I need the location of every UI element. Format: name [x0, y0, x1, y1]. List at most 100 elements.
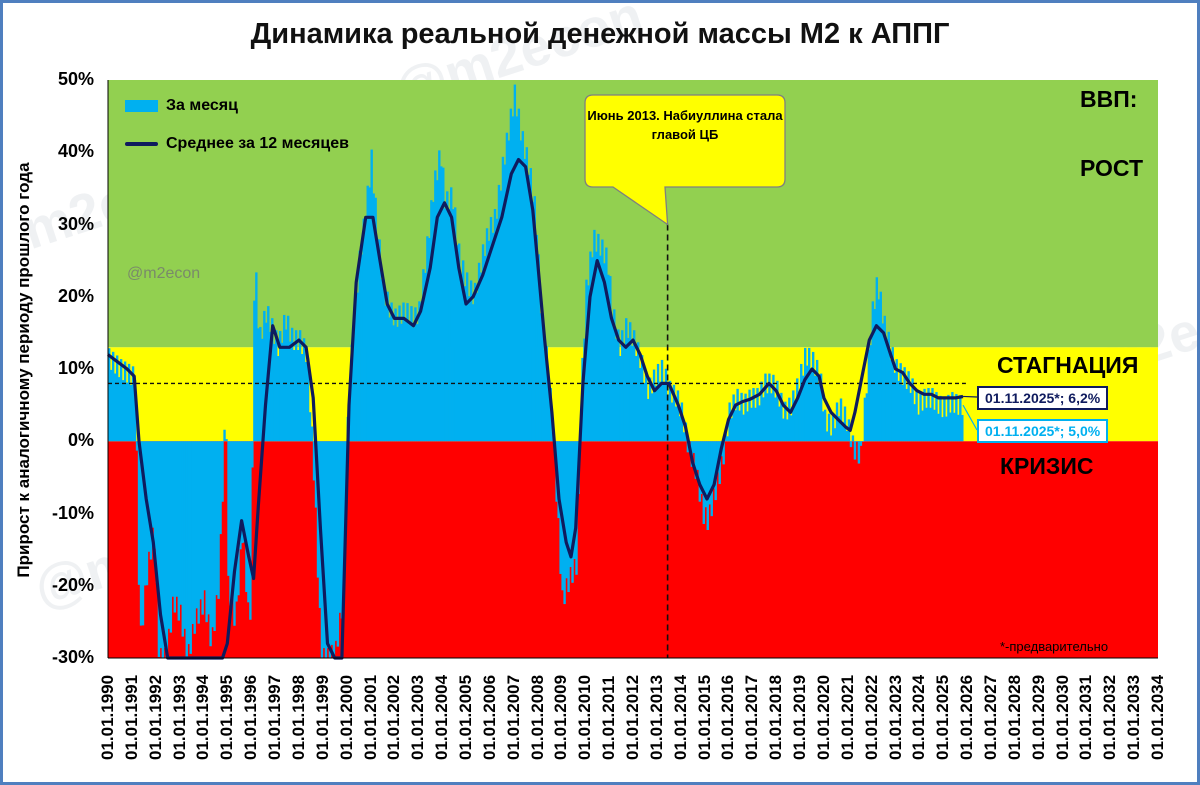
bar [227, 441, 230, 576]
bar [259, 326, 262, 442]
bar [108, 348, 111, 442]
bar [332, 441, 336, 658]
y-tick-label: 20% [57, 285, 94, 306]
bar [432, 201, 435, 442]
bar [481, 244, 485, 442]
bar [949, 412, 952, 442]
bar [726, 436, 729, 442]
bar [277, 356, 280, 442]
bar [865, 393, 869, 442]
bar [485, 228, 489, 442]
bar [507, 140, 511, 442]
bar [782, 418, 785, 442]
x-tick-label: 01.01.2026 [957, 674, 977, 760]
x-tick-label: 01.01.2032 [1100, 674, 1120, 760]
bar [633, 330, 636, 442]
bar [742, 414, 745, 442]
bar [155, 441, 159, 584]
bar [467, 296, 471, 442]
bar [567, 441, 570, 593]
bar [869, 345, 873, 442]
bar [177, 441, 180, 621]
x-tick-label: 01.01.1990 [98, 674, 117, 760]
bar [189, 441, 192, 654]
bar [235, 441, 238, 602]
bar [165, 441, 169, 658]
bar [931, 388, 934, 442]
bar [762, 397, 765, 442]
bar [704, 441, 707, 508]
bar [959, 395, 962, 442]
bar [740, 392, 743, 442]
x-tick-label: 01.01.1994 [193, 674, 213, 760]
bar [531, 201, 534, 442]
bar [804, 347, 807, 442]
bar [292, 350, 296, 442]
bar [646, 398, 650, 442]
bar [652, 369, 656, 442]
bar [921, 410, 924, 442]
bar [483, 256, 487, 442]
x-tick-label: 01.01.1997 [265, 674, 285, 760]
bar [802, 375, 805, 442]
bar [857, 441, 861, 464]
bar [607, 274, 610, 442]
bar [163, 441, 167, 649]
bar [215, 441, 218, 596]
bar [694, 441, 698, 479]
x-tick-label: 01.01.2000 [336, 674, 356, 760]
bar [933, 409, 936, 442]
bar [350, 344, 354, 442]
bar [798, 391, 801, 442]
bar [477, 262, 481, 442]
bar [706, 441, 709, 530]
bar [374, 197, 377, 442]
x-tick-label: 01.01.1998 [288, 674, 308, 760]
bar [837, 416, 841, 442]
bar [893, 372, 896, 442]
bar [744, 393, 747, 442]
bar [360, 254, 363, 442]
bar [356, 292, 359, 442]
bar [404, 321, 407, 442]
bar [619, 356, 622, 442]
bar [199, 441, 202, 600]
bar [201, 441, 204, 615]
bar [957, 414, 960, 442]
bar [543, 349, 546, 442]
bar [519, 140, 523, 442]
bar [788, 397, 791, 442]
bar [366, 185, 369, 442]
bar [388, 317, 391, 442]
bar [732, 394, 735, 442]
bar [961, 414, 964, 442]
x-tick-label: 01.01.2011 [599, 675, 619, 760]
bar [895, 359, 898, 442]
x-tick-label: 01.01.2010 [575, 674, 595, 760]
bar [533, 196, 536, 442]
bar [772, 374, 775, 442]
bar [873, 309, 877, 442]
bar [953, 412, 956, 442]
bar [901, 384, 904, 442]
bar [712, 441, 715, 489]
bar [223, 429, 226, 442]
bar [911, 378, 914, 442]
x-tick-label: 01.01.2002 [384, 674, 404, 760]
bar [487, 240, 491, 442]
bar [885, 343, 888, 442]
bar [290, 327, 294, 442]
bar [225, 439, 228, 442]
bar [875, 277, 879, 442]
bar [768, 373, 771, 442]
bar [746, 411, 749, 442]
bar [147, 441, 151, 552]
legend-swatch-line [125, 142, 158, 146]
y-tick-label: 0% [67, 430, 94, 451]
bar [513, 84, 517, 442]
bar [426, 236, 429, 442]
y-tick-label: 10% [57, 358, 94, 378]
bar [123, 361, 127, 442]
bar [825, 431, 829, 442]
bar [239, 441, 242, 550]
